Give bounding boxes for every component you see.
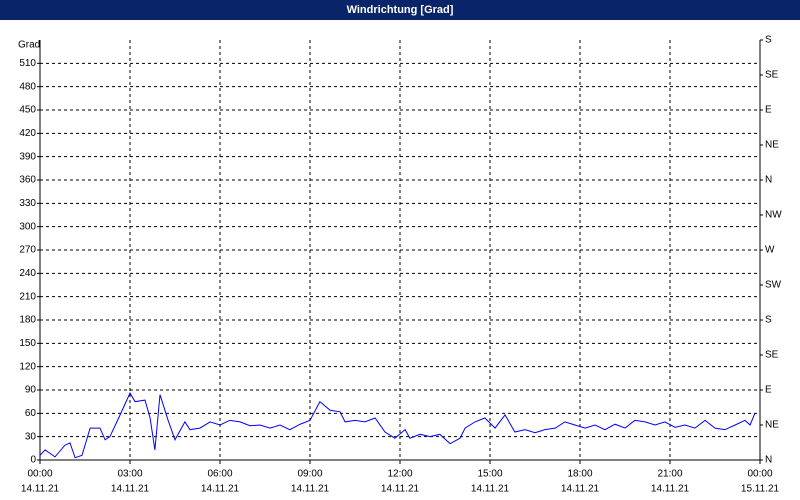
y-tick-label: 360 (19, 175, 36, 186)
x-tick-label: 06:00 (207, 469, 232, 480)
x-tick-date: 14.11.21 (561, 484, 600, 495)
x-tick-date: 14.11.21 (201, 484, 240, 495)
y2-tick-label: NE (765, 140, 779, 151)
y-tick-label: 180 (19, 315, 36, 326)
x-tick-label: 18:00 (567, 469, 592, 480)
y-tick-label: 60 (25, 408, 37, 419)
x-tick-date: 14.11.21 (651, 484, 690, 495)
y-tick-label: 0 (30, 455, 36, 466)
x-tick-label: 09:00 (297, 469, 322, 480)
x-tick-label: 15:00 (477, 469, 502, 480)
chart-title: Windrichtung [Grad] (347, 4, 454, 16)
y-axis-label: Grad (18, 40, 40, 51)
y2-tick-label: NW (765, 210, 782, 221)
y2-tick-label: S (765, 315, 772, 326)
y2-tick-label: N (765, 455, 772, 466)
x-tick-date: 14.11.21 (21, 484, 60, 495)
x-tick-label: 12:00 (387, 469, 412, 480)
y-tick-label: 30 (25, 431, 37, 442)
y2-tick-label: SE (765, 350, 779, 361)
y-tick-label: 240 (19, 268, 36, 279)
x-tick-label: 00:00 (747, 469, 772, 480)
x-tick-date: 14.11.21 (471, 484, 510, 495)
y-tick-label: 90 (25, 385, 37, 396)
y-tick-label: 480 (19, 81, 36, 92)
x-tick-label: 21:00 (657, 469, 682, 480)
y-tick-label: 120 (19, 361, 36, 372)
y-tick-label: 330 (19, 198, 36, 209)
y2-tick-label: NE (765, 420, 779, 431)
x-tick-date: 15.11.21 (741, 484, 780, 495)
y-tick-label: 420 (19, 128, 36, 139)
y2-tick-label: E (765, 385, 772, 396)
x-tick-date: 14.11.21 (291, 484, 330, 495)
y-tick-label: 300 (19, 221, 36, 232)
y-tick-label: 390 (19, 151, 36, 162)
x-tick-label: 00:00 (27, 469, 52, 480)
x-tick-label: 03:00 (117, 469, 142, 480)
y2-tick-label: N (765, 175, 772, 186)
data-line (39, 392, 756, 459)
x-tick-date: 14.11.21 (111, 484, 150, 495)
y-tick-label: 510 (19, 58, 36, 69)
y2-tick-label: S (765, 35, 772, 46)
y-tick-label: 150 (19, 338, 36, 349)
title-bar (0, 0, 800, 20)
y-tick-label: 450 (19, 105, 36, 116)
y2-tick-label: E (765, 105, 772, 116)
y-tick-label: 270 (19, 245, 36, 256)
y2-tick-label: SW (765, 280, 782, 291)
x-tick-date: 14.11.21 (381, 484, 420, 495)
y2-tick-label: SE (765, 70, 779, 81)
y-tick-label: 210 (19, 291, 36, 302)
y2-tick-label: W (765, 245, 775, 256)
